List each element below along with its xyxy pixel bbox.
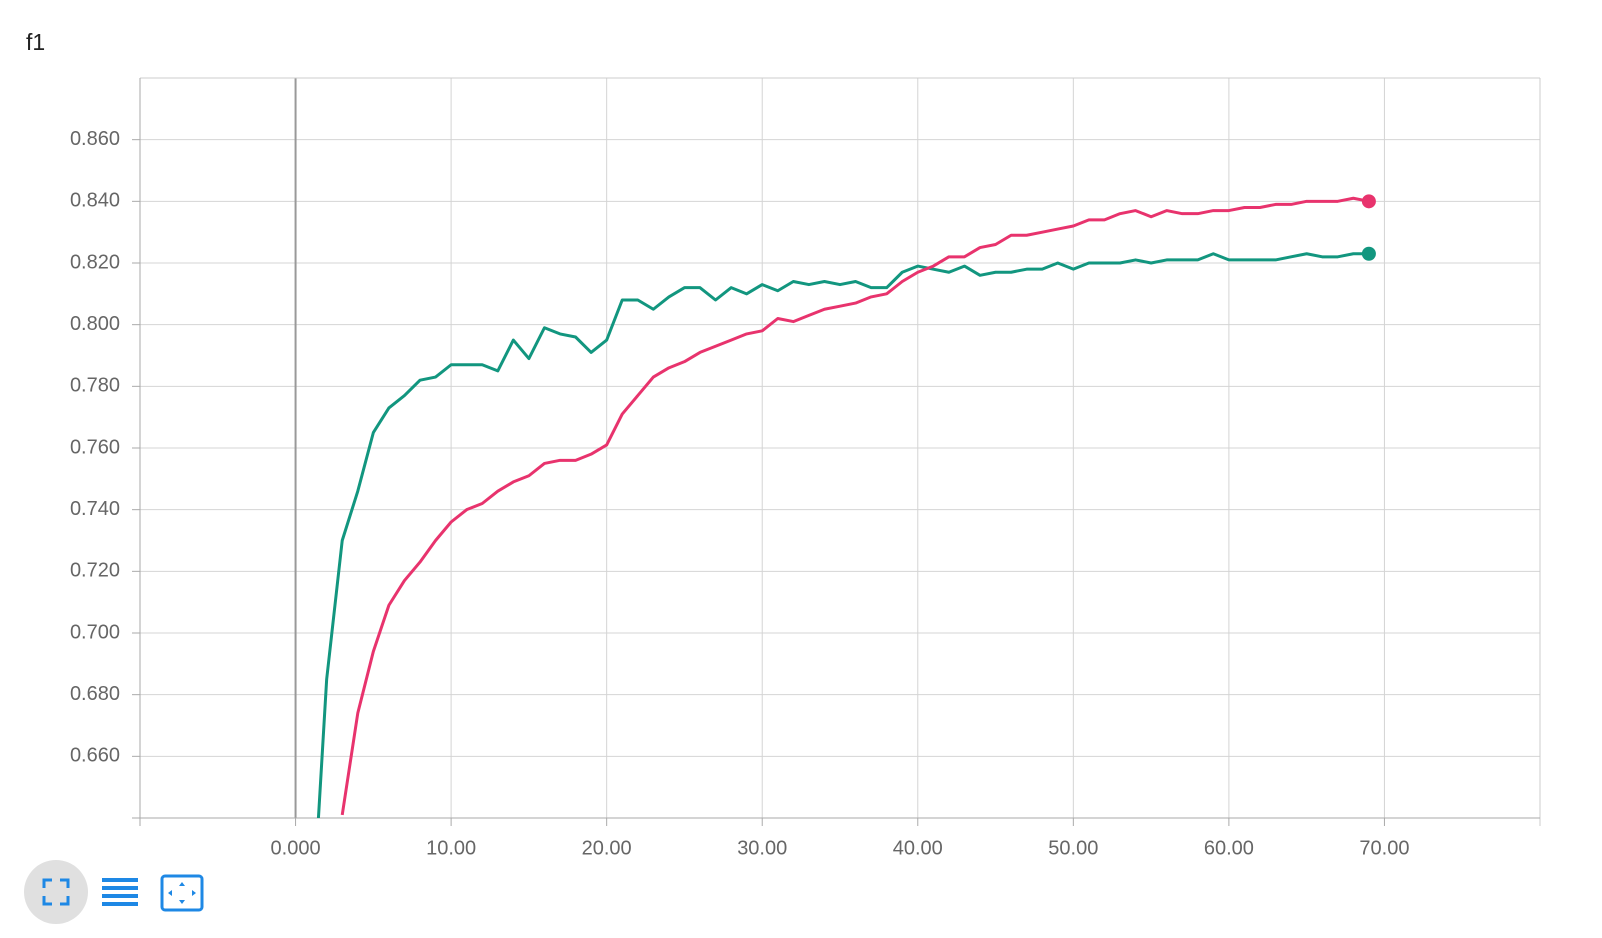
last-point xyxy=(1361,246,1376,261)
icon-bar xyxy=(102,894,138,898)
x-tick-label: 50.00 xyxy=(1048,837,1098,859)
y-tick-label: 0.820 xyxy=(70,251,120,273)
y-tick-label: 0.800 xyxy=(70,313,120,335)
icon-bar xyxy=(102,886,138,890)
icon-bar xyxy=(102,878,138,882)
series-line xyxy=(316,252,1369,818)
x-tick-label: 30.00 xyxy=(737,837,787,859)
fit-domain-button[interactable] xyxy=(160,874,204,912)
y-tick-label: 0.720 xyxy=(70,560,120,582)
x-tick-label: 40.00 xyxy=(893,837,943,859)
icon-bar xyxy=(102,902,138,906)
series-line xyxy=(340,196,1370,816)
y-tick-label: 0.780 xyxy=(70,375,120,397)
fullscreen-icon xyxy=(42,878,70,906)
fit-icon xyxy=(160,874,204,912)
fit-arrows xyxy=(168,882,196,904)
fullscreen-button[interactable] xyxy=(24,860,88,924)
x-tick-label: 70.00 xyxy=(1359,837,1409,859)
x-tick-label: 0.000 xyxy=(271,837,321,859)
last-point xyxy=(1361,194,1376,209)
y-tick-label: 0.860 xyxy=(70,128,120,150)
x-tick-label: 60.00 xyxy=(1204,837,1254,859)
chart-title: f1 xyxy=(26,29,45,55)
y-tick-label: 0.660 xyxy=(70,745,120,767)
y-tick-label: 0.680 xyxy=(70,683,120,705)
toggle-log-button[interactable] xyxy=(102,878,138,906)
toolbar xyxy=(24,860,204,924)
y-tick-label: 0.760 xyxy=(70,436,120,458)
y-tick-label: 0.700 xyxy=(70,621,120,643)
x-tick-label: 20.00 xyxy=(582,837,632,859)
y-tick-label: 0.740 xyxy=(70,498,120,520)
x-tick-label: 10.00 xyxy=(426,837,476,859)
y-tick-label: 0.840 xyxy=(70,190,120,212)
